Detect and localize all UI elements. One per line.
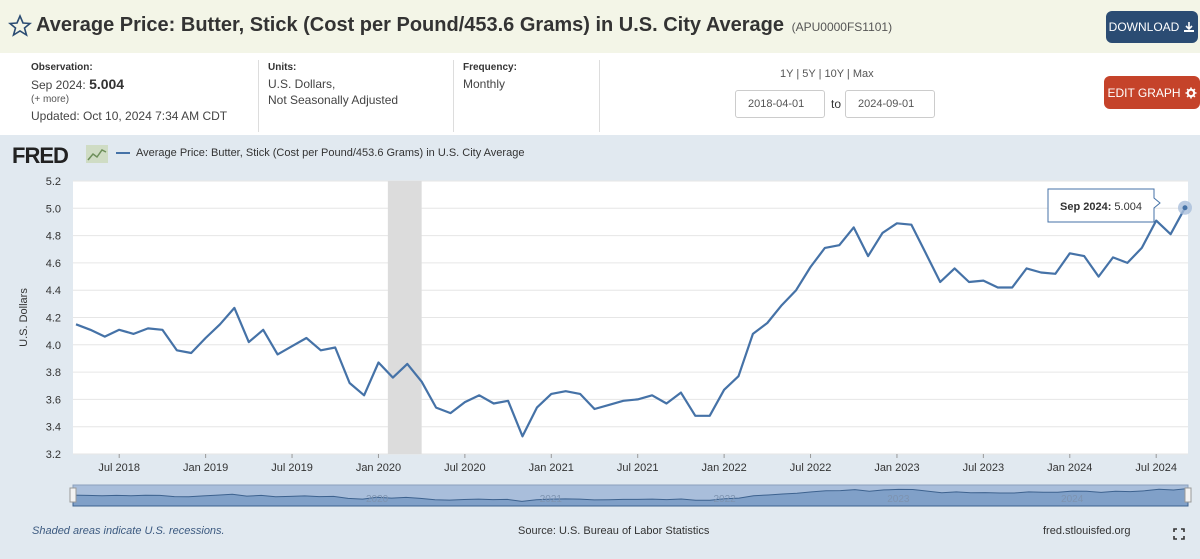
observation-block: Observation: Sep 2024: 5.004 (+ more) Up… (31, 56, 251, 134)
navigator-label: 2020 (366, 494, 389, 505)
line-chart[interactable]: 3.2 3.4 3.6 3.8 4.0 4.2 4.4 4.6 4.8 5.0 5.2 U.S. Do… (0, 135, 1200, 559)
x-tick-label: Jul 2018 (98, 462, 140, 474)
download-icon (1184, 22, 1195, 32)
y-tick-label: 4.6 (46, 258, 61, 270)
x-tick-label: Jul 2024 (1135, 462, 1177, 474)
x-tick-label: Jul 2021 (617, 462, 659, 474)
range-selector: 1Y | 5Y | 10Y | Max (780, 68, 874, 80)
range-10y[interactable]: 10Y (824, 68, 844, 80)
star-icon[interactable] (8, 14, 32, 38)
units-line1: U.S. Dollars, (268, 77, 336, 91)
y-tick-label: 3.2 (46, 449, 61, 461)
frequency-label: Frequency: (463, 62, 517, 73)
chart-legend: Average Price: Butter, Stick (Cost per P… (116, 147, 524, 159)
x-tick-label: Jul 2020 (444, 462, 486, 474)
observation-line: Sep 2024: 5.004 (31, 76, 251, 93)
y-tick-label: 4.4 (46, 285, 61, 297)
y-axis-label: U.S. Dollars (18, 288, 30, 347)
fred-logo-icon (86, 145, 108, 163)
series-line[interactable] (75, 207, 1186, 438)
y-tick-label: 4.2 (46, 313, 61, 325)
start-date-input[interactable]: 2018-04-01 (735, 90, 825, 118)
navigator-label: 2024 (1061, 494, 1084, 505)
source-text: Source: U.S. Bureau of Labor Statistics (518, 525, 710, 537)
tooltip-value: 5.004 (1111, 201, 1142, 213)
observation-date: Sep 2024: (31, 78, 86, 92)
end-date-input[interactable]: 2024-09-01 (845, 90, 935, 118)
y-tick-label: 4.0 (46, 340, 61, 352)
units-line2: Not Seasonally Adjusted (268, 93, 399, 107)
range-1y[interactable]: 1Y (780, 68, 794, 80)
x-tick-label: Jan 2021 (529, 462, 574, 474)
x-tick-label: Jan 2022 (701, 462, 746, 474)
x-tick-label: Jan 2020 (356, 462, 401, 474)
y-tick-label: 5.0 (46, 203, 61, 215)
divider (599, 60, 600, 132)
y-tick-label: 4.8 (46, 231, 61, 243)
tooltip-date: Sep 2024: (1060, 201, 1111, 213)
y-tick-label: 3.8 (46, 367, 61, 379)
legend-label: Average Price: Butter, Stick (Cost per P… (136, 147, 525, 159)
edit-graph-label: EDIT GRAPH (1107, 85, 1181, 100)
series-title: Average Price: Butter, Stick (Cost per P… (36, 14, 785, 36)
x-tick-label: Jan 2023 (874, 462, 919, 474)
recession-band (387, 181, 422, 454)
navigator-label: 2022 (713, 494, 736, 505)
navigator-handle-right[interactable] (1184, 487, 1192, 503)
y-tick-label: 3.6 (46, 394, 61, 406)
tooltip-text: Sep 2024: 5.004 (1060, 201, 1142, 213)
navigator-series (72, 487, 1189, 507)
y-tick-label: 5.2 (46, 176, 61, 188)
legend-line (116, 152, 130, 154)
more-link[interactable]: (+ more) (31, 94, 70, 105)
divider (258, 60, 259, 132)
units-label: Units: (268, 62, 297, 73)
edit-graph-button[interactable]: EDIT GRAPH (1104, 76, 1200, 109)
fred-logo: FRED (12, 143, 69, 169)
updated-text: Updated: Oct 10, 2024 7:34 AM CDT (31, 109, 228, 123)
units-block: Units: U.S. Dollars, Not Seasonally Adju… (268, 56, 448, 134)
x-tick-label: Jul 2022 (790, 462, 832, 474)
navigator-label: 2023 (887, 494, 910, 505)
divider (453, 60, 454, 132)
frequency-value: Monthly (463, 77, 506, 91)
observation-label: Observation: (31, 62, 93, 73)
page-title: Average Price: Butter, Stick (Cost per P… (36, 14, 892, 37)
tooltip-box (1047, 188, 1161, 223)
frequency-block: Frequency: Monthly (463, 56, 593, 134)
navigator-handle-left[interactable] (69, 487, 77, 503)
recession-note: Shaded areas indicate U.S. recessions. (32, 525, 225, 537)
x-tick-label: Jul 2023 (963, 462, 1005, 474)
range-max[interactable]: Max (852, 68, 874, 80)
x-tick-label: Jul 2019 (271, 462, 313, 474)
y-tick-label: 3.4 (46, 422, 61, 434)
series-id: (APU0000FS1101) (791, 20, 893, 34)
download-label: DOWNLOAD (1108, 20, 1180, 34)
fullscreen-icon[interactable] (1173, 528, 1185, 540)
x-tick-label: Jan 2019 (183, 462, 228, 474)
to-label: to (831, 97, 842, 111)
navigator-label: 2021 (540, 494, 563, 505)
observation-value: 5.004 (89, 76, 125, 92)
hover-marker[interactable] (1182, 205, 1188, 211)
title-bar: Average Price: Butter, Stick (Cost per P… (0, 0, 1200, 53)
x-tick-label: Jan 2024 (1047, 462, 1092, 474)
range-5y[interactable]: 5Y (802, 68, 816, 80)
gear-icon (1185, 87, 1197, 98)
download-button[interactable]: DOWNLOAD (1106, 11, 1198, 43)
chart-panel: FRED Average Price: Butter, Stick (Cost … (0, 135, 1200, 559)
fred-logo-text: FRED (12, 143, 69, 168)
site-link[interactable]: fred.stlouisfed.org (1043, 525, 1131, 537)
